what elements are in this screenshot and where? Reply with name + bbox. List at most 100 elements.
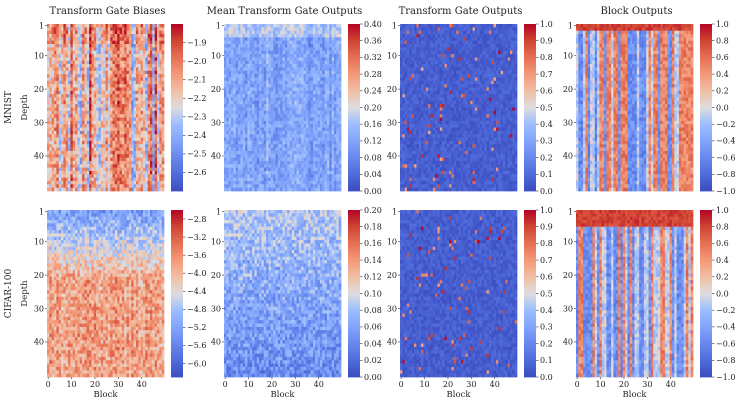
heatmap-cell xyxy=(87,247,90,251)
heatmap-cell xyxy=(66,354,69,358)
heatmap-cell xyxy=(129,354,132,358)
heatmap-cell xyxy=(75,310,78,314)
heatmap-cell xyxy=(96,67,99,71)
heatmap-cell xyxy=(101,330,104,334)
heatmap-cell xyxy=(134,51,137,55)
heatmap-cell xyxy=(98,144,101,148)
heatmap-cell xyxy=(52,364,55,368)
heatmap-cell xyxy=(117,283,120,287)
heatmap-cell xyxy=(77,223,80,227)
heatmap-cell xyxy=(136,277,139,281)
heatmap-cell xyxy=(82,277,85,281)
heatmap-cell xyxy=(127,128,130,132)
heatmap-cell xyxy=(73,54,76,58)
heatmap-cell xyxy=(103,357,106,361)
heatmap-cell xyxy=(117,300,120,304)
heatmap-cell xyxy=(115,51,118,55)
heatmap-cell xyxy=(61,354,64,358)
heatmap-cell xyxy=(122,334,125,338)
heatmap-cell xyxy=(155,144,158,148)
heatmap-cell xyxy=(47,138,50,142)
heatmap-cell xyxy=(134,250,137,254)
heatmap-cell xyxy=(162,260,165,264)
heatmap-cell xyxy=(124,121,127,125)
heatmap-cell xyxy=(152,188,155,192)
heatmap-cell xyxy=(115,230,118,234)
heatmap-cell xyxy=(49,171,52,175)
heatmap-cell xyxy=(159,263,162,267)
heatmap-cell xyxy=(89,334,92,338)
heatmap-cell xyxy=(122,304,125,308)
heatmap-cell xyxy=(52,227,55,231)
heatmap-cell xyxy=(129,223,132,227)
heatmap-cell xyxy=(73,121,76,125)
heatmap-cell xyxy=(91,237,94,241)
heatmap-cell xyxy=(94,168,97,172)
heatmap-cell xyxy=(162,267,165,271)
heatmap-cell xyxy=(106,181,109,185)
heatmap-cell xyxy=(103,108,106,112)
heatmap-cell xyxy=(91,344,94,348)
heatmap-cell xyxy=(115,213,118,217)
heatmap-cell xyxy=(113,290,116,294)
heatmap-cell xyxy=(150,360,153,364)
heatmap-cell xyxy=(159,253,162,257)
heatmap-cell xyxy=(124,91,127,95)
heatmap-cell xyxy=(98,344,101,348)
heatmap-cell xyxy=(94,280,97,284)
heatmap-cell xyxy=(87,154,90,158)
heatmap-cell xyxy=(80,314,83,318)
heatmap-cell xyxy=(122,213,125,217)
heatmap-cell xyxy=(131,227,134,231)
heatmap-cell xyxy=(143,74,146,78)
heatmap-cell xyxy=(131,217,134,221)
heatmap-cell xyxy=(56,41,59,45)
heatmap-cell xyxy=(120,164,123,168)
heatmap-cell xyxy=(96,263,99,267)
heatmap-cell xyxy=(73,101,76,105)
heatmap-cell xyxy=(141,257,144,261)
heatmap-cell xyxy=(127,250,130,254)
heatmap-cell xyxy=(98,307,101,311)
heatmap-cell xyxy=(136,44,139,48)
heatmap-cell xyxy=(131,91,134,95)
heatmap-cell xyxy=(84,87,87,91)
heatmap-cell xyxy=(75,357,78,361)
heatmap-cell xyxy=(59,370,62,374)
heatmap-cell xyxy=(108,47,111,51)
heatmap-cell xyxy=(77,270,80,274)
heatmap-cell xyxy=(87,44,90,48)
heatmap-cell xyxy=(120,327,123,331)
heatmap-cell xyxy=(49,287,52,291)
heatmap-cell xyxy=(127,300,130,304)
heatmap-cell xyxy=(106,360,109,364)
heatmap-cell xyxy=(91,181,94,185)
heatmap-cell xyxy=(122,300,125,304)
heatmap-cell xyxy=(152,168,155,172)
heatmap-cell xyxy=(145,77,148,81)
heatmap-cell xyxy=(117,334,120,338)
heatmap-cell xyxy=(94,317,97,321)
heatmap-cell xyxy=(110,217,113,221)
heatmap-cell xyxy=(143,360,146,364)
heatmap-cell xyxy=(84,184,87,188)
heatmap-cell xyxy=(159,104,162,108)
heatmap-cell xyxy=(145,250,148,254)
heatmap-cell xyxy=(49,188,52,192)
heatmap-cell xyxy=(152,240,155,244)
heatmap-cell xyxy=(141,151,144,155)
heatmap-cell xyxy=(122,337,125,341)
heatmap-cell xyxy=(70,154,73,158)
heatmap-cell xyxy=(98,247,101,251)
heatmap-cell xyxy=(84,367,87,371)
heatmap-cell xyxy=(150,330,153,334)
heatmap-cell xyxy=(47,317,50,321)
heatmap-cell xyxy=(52,57,55,61)
heatmap-cell xyxy=(59,267,62,271)
heatmap-cell xyxy=(80,91,83,95)
heatmap-cell xyxy=(82,307,85,311)
heatmap-cell xyxy=(89,148,92,152)
heatmap-cell xyxy=(68,327,71,331)
heatmap-cell xyxy=(96,253,99,257)
heatmap-cell xyxy=(162,227,165,231)
